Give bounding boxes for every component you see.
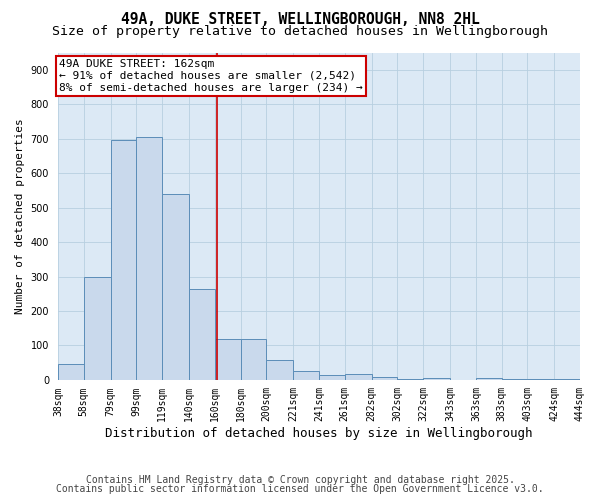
Bar	[215, 338, 241, 380]
Bar	[554, 378, 580, 380]
Bar	[345, 374, 372, 380]
Bar	[162, 194, 189, 380]
Text: 49A, DUKE STREET, WELLINGBOROUGH, NN8 2HL: 49A, DUKE STREET, WELLINGBOROUGH, NN8 2H…	[121, 12, 479, 28]
Bar	[58, 364, 84, 380]
Bar	[111, 140, 136, 380]
Bar	[372, 377, 397, 380]
Bar	[476, 378, 502, 380]
Bar	[397, 379, 423, 380]
Bar	[189, 288, 215, 380]
Bar	[423, 378, 450, 380]
Bar	[502, 379, 527, 380]
Text: Size of property relative to detached houses in Wellingborough: Size of property relative to detached ho…	[52, 25, 548, 38]
Text: Contains public sector information licensed under the Open Government Licence v3: Contains public sector information licen…	[56, 484, 544, 494]
Bar	[266, 360, 293, 380]
Text: 49A DUKE STREET: 162sqm
← 91% of detached houses are smaller (2,542)
8% of semi-: 49A DUKE STREET: 162sqm ← 91% of detache…	[59, 60, 363, 92]
Bar	[241, 338, 266, 380]
Bar	[136, 137, 162, 380]
Bar	[84, 276, 111, 380]
X-axis label: Distribution of detached houses by size in Wellingborough: Distribution of detached houses by size …	[105, 427, 533, 440]
Y-axis label: Number of detached properties: Number of detached properties	[15, 118, 25, 314]
Bar	[293, 372, 319, 380]
Bar	[319, 375, 345, 380]
Text: Contains HM Land Registry data © Crown copyright and database right 2025.: Contains HM Land Registry data © Crown c…	[86, 475, 514, 485]
